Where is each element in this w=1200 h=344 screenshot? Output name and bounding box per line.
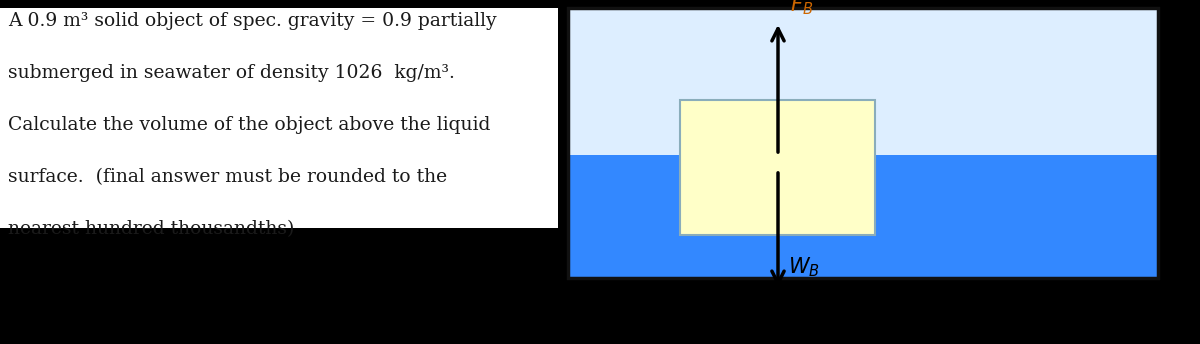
Bar [0, 8, 558, 228]
Text: surface.  (final answer must be rounded to the: surface. (final answer must be rounded t… [8, 168, 448, 186]
Bar [568, 8, 1158, 278]
Bar [680, 100, 875, 235]
Text: nearest hundred thousandths): nearest hundred thousandths) [8, 220, 294, 238]
Text: $F_B$: $F_B$ [790, 0, 814, 17]
Text: A 0.9 m³ solid object of spec. gravity = 0.9 partially: A 0.9 m³ solid object of spec. gravity =… [8, 12, 497, 30]
Text: submerged in seawater of density 1026  kg/m³.: submerged in seawater of density 1026 kg… [8, 64, 455, 82]
Text: Calculate the volume of the object above the liquid: Calculate the volume of the object above… [8, 116, 491, 134]
Text: $W_B$: $W_B$ [788, 255, 820, 279]
Bar [568, 8, 1158, 155]
Bar [568, 8, 1158, 278]
